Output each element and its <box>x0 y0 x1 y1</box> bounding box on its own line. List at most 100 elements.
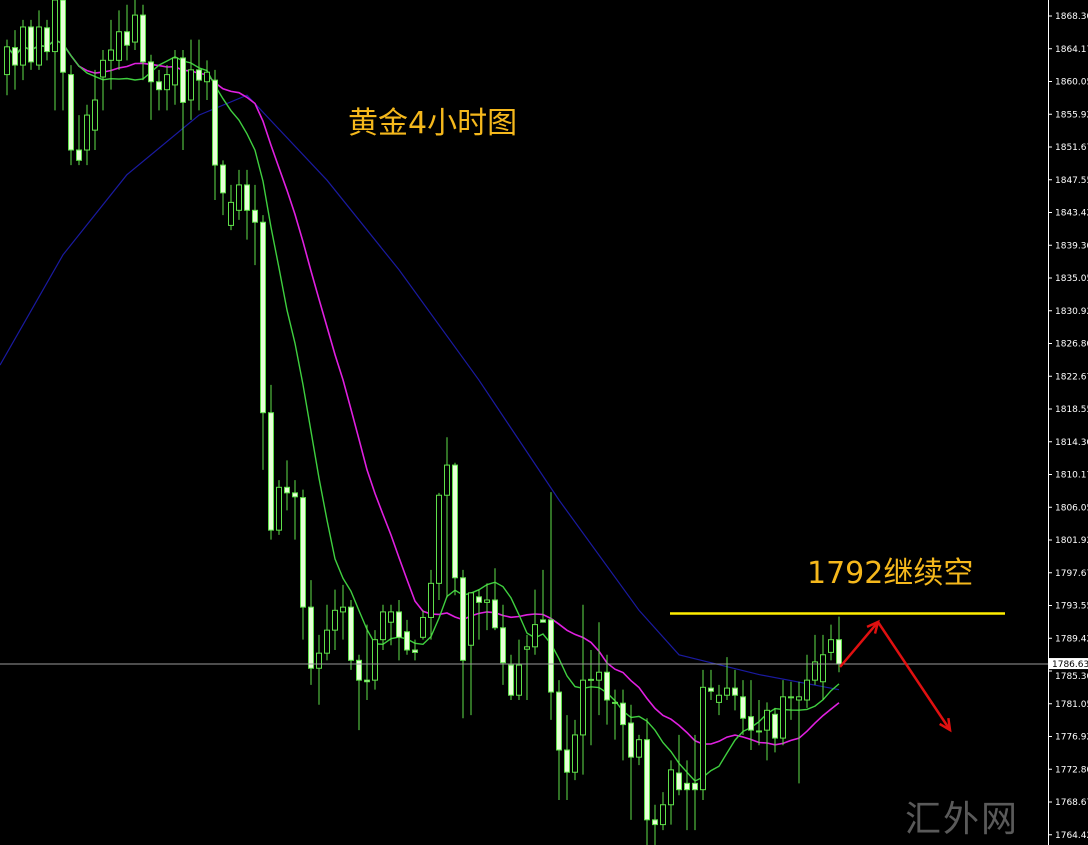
bear-candle-body <box>620 702 626 726</box>
bear-candle-body <box>644 739 650 821</box>
bull-candle-body <box>228 201 234 226</box>
bear-candle-body <box>244 184 250 211</box>
candle <box>292 480 298 540</box>
candle <box>84 104 90 166</box>
candle <box>612 689 618 740</box>
bear-candle-body <box>260 221 266 414</box>
candle <box>668 760 674 825</box>
bear-candle-body <box>612 701 618 704</box>
bull-candle-body <box>444 464 450 496</box>
bull-candle-body <box>812 661 818 681</box>
annotations <box>0 612 1048 733</box>
bear-candle-body <box>476 596 482 603</box>
candle <box>780 680 786 746</box>
bear-candle-body <box>28 26 34 63</box>
bull-candle-body <box>572 734 578 773</box>
candle <box>180 50 186 150</box>
candles <box>4 0 842 845</box>
candle <box>324 604 330 661</box>
bull-candle-body <box>236 184 242 211</box>
bear-candle-body <box>588 678 594 681</box>
candle <box>436 492 442 600</box>
axis-tick-label: 1826.80 <box>1055 340 1088 350</box>
candle <box>268 384 274 540</box>
axis-tick-label: 1785.30 <box>1055 672 1088 682</box>
bull-candle-body <box>724 687 730 696</box>
candle <box>164 65 170 111</box>
candle <box>356 654 362 731</box>
bear-candle-body <box>124 31 130 46</box>
bull-candle-body <box>340 606 346 613</box>
axis-tick-label: 1851.67 <box>1055 143 1088 153</box>
candle <box>12 30 18 90</box>
candle <box>372 630 378 690</box>
candle <box>276 480 282 535</box>
candle <box>548 492 554 720</box>
candle <box>804 654 810 708</box>
bull-candle-body <box>132 14 138 43</box>
bear-candle-body <box>708 687 714 692</box>
price-axis: 1868.30 1864.17 1860.05 1855.92 1851.67 1847.… <box>1048 0 1088 845</box>
current-price-badge <box>1049 658 1088 670</box>
bear-candle-body <box>556 691 562 751</box>
candle <box>564 715 570 800</box>
axis-tick-label: 1847.55 <box>1055 176 1088 186</box>
candle <box>20 19 26 81</box>
candle <box>44 19 50 61</box>
bull-candle-body <box>316 652 322 669</box>
bear-candle-body <box>412 649 418 653</box>
bear-candle-body <box>180 57 186 103</box>
candle <box>76 115 82 166</box>
bear-candle-body <box>356 659 362 681</box>
candle <box>412 639 418 661</box>
bull-candle-body <box>324 629 330 654</box>
candle <box>828 624 834 661</box>
bull-candle-body <box>484 599 490 603</box>
bear-candle-body <box>284 486 290 494</box>
candle <box>148 54 154 120</box>
bear-candle-body <box>676 772 682 791</box>
candle <box>236 169 242 220</box>
bull-candle-body <box>780 696 786 739</box>
candle <box>820 634 826 700</box>
bull-candle-body <box>388 611 394 623</box>
candle <box>36 10 42 70</box>
candle <box>188 39 194 120</box>
candle <box>596 622 602 716</box>
bull-candle-body <box>660 804 666 826</box>
candle <box>708 669 714 700</box>
candle <box>420 610 426 640</box>
bull-candle-body <box>108 49 114 61</box>
candle <box>588 650 594 746</box>
candle <box>508 654 514 700</box>
candle <box>460 569 466 719</box>
candle <box>532 589 538 655</box>
bull-candle-body <box>596 671 602 681</box>
bull-candle-body <box>116 31 122 61</box>
candle <box>572 719 578 781</box>
candle <box>700 669 706 800</box>
bear-candle-body <box>12 47 18 66</box>
candle <box>468 592 474 716</box>
bull-candle-body <box>804 679 810 701</box>
bull-candle-body <box>532 624 538 648</box>
current-price-label: 1786.63 <box>1052 660 1088 670</box>
bear-candle-body <box>396 611 402 638</box>
axis-tick-label: 1830.92 <box>1055 307 1088 317</box>
candle <box>260 215 266 470</box>
bull-candle-body <box>796 696 802 701</box>
candle <box>204 60 210 100</box>
bull-candle-body <box>700 686 706 791</box>
bull-candle-body <box>420 616 426 638</box>
candle <box>524 634 530 700</box>
candle <box>676 734 682 796</box>
bear-candle-body <box>364 679 370 683</box>
bull-candle-body <box>716 694 722 703</box>
bull-candle-body <box>164 74 170 91</box>
bull-candle-body <box>516 664 522 696</box>
axis-tick-label: 1835.05 <box>1055 274 1088 284</box>
candle <box>284 460 290 511</box>
candle <box>604 654 610 725</box>
candle <box>580 604 586 775</box>
